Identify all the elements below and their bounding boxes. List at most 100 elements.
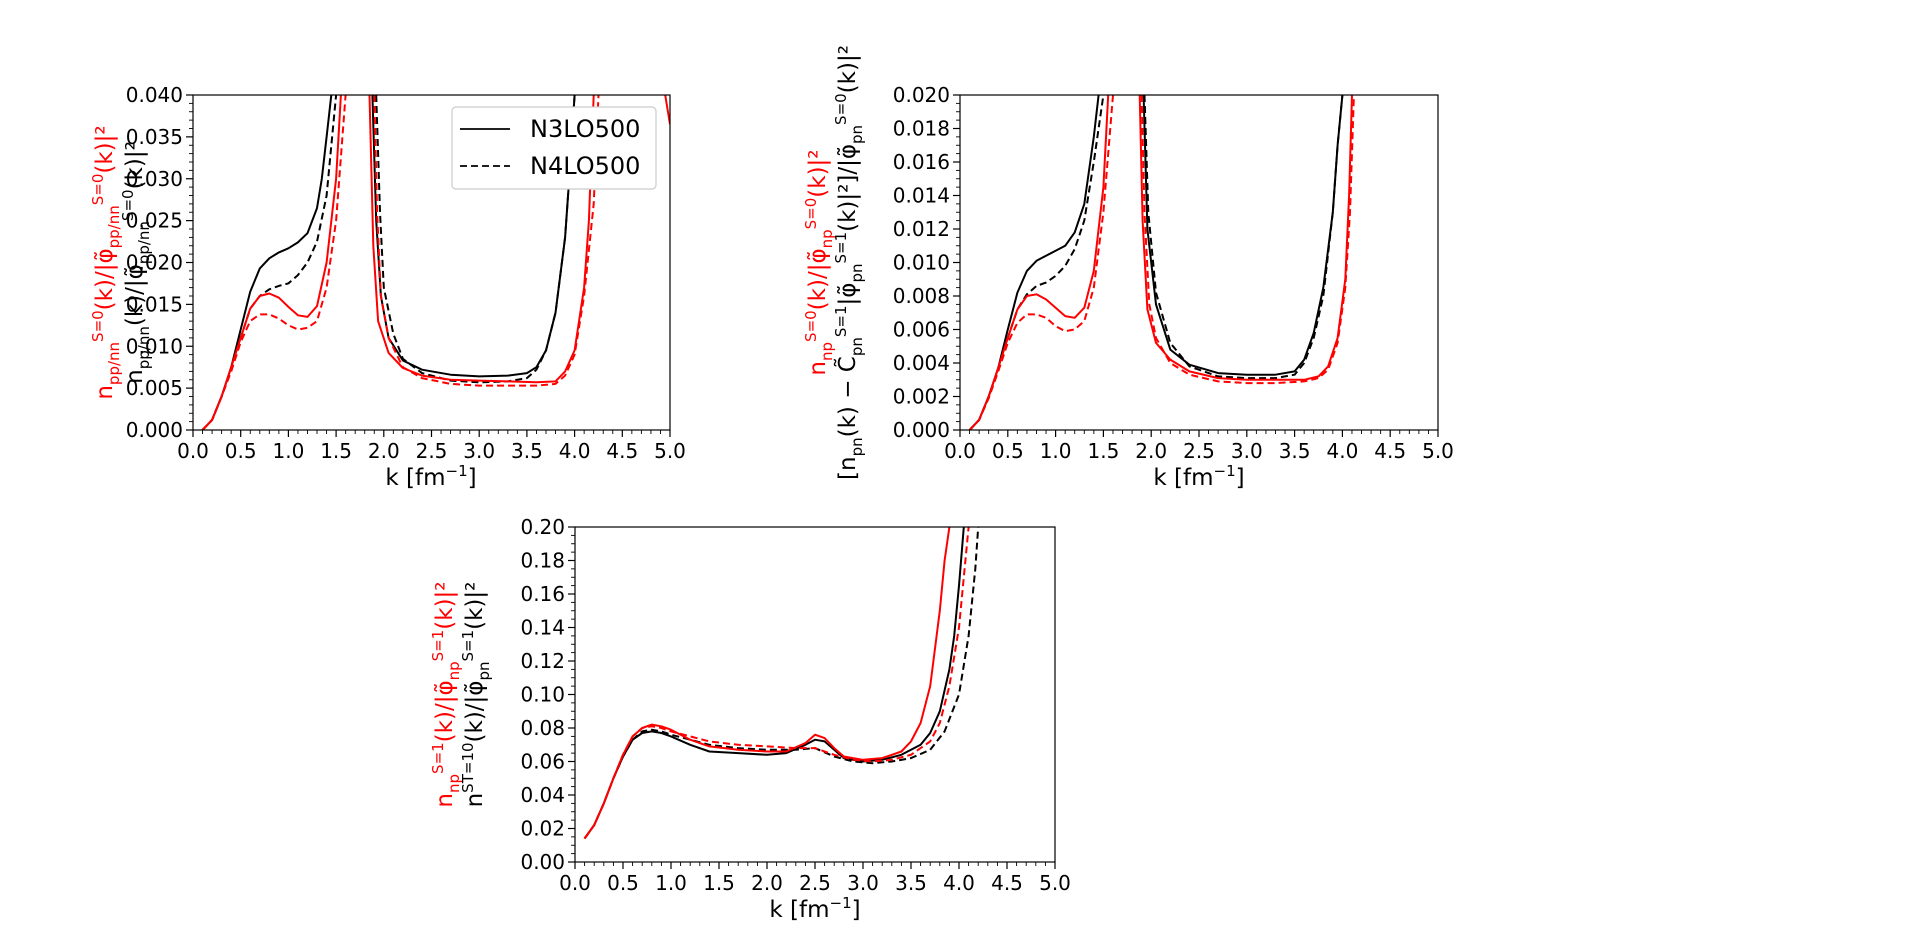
x-tick-label: 0.0 <box>559 871 591 895</box>
series-red-dashed-segment-0 <box>968 95 1114 430</box>
x-axis-label: k [fm−1] <box>385 462 476 491</box>
y-tick-label: 0.14 <box>520 616 565 640</box>
x-tick-label: 3.0 <box>847 871 879 895</box>
x-tick-label: 0.5 <box>225 439 257 463</box>
y-tick-label: 0.002 <box>893 385 950 409</box>
legend-label-n3lo500: N3LO500 <box>530 115 640 143</box>
y-axis-label-line-1: nnpS=1(k)/|φ̃npS=1(k)|² <box>429 581 463 807</box>
series-red-solid-segment-1 <box>1138 95 1353 381</box>
y-tick-label: 0.12 <box>520 649 565 673</box>
y-tick-label: 0.018 <box>893 117 950 141</box>
x-tick-label: 3.5 <box>511 439 543 463</box>
y-tick-label: 0.030 <box>126 167 183 191</box>
y-tick-label: 0.006 <box>893 318 950 342</box>
y-tick-label: 0.02 <box>520 817 565 841</box>
y-tick-label: 0.020 <box>126 251 183 275</box>
x-tick-label: 1.5 <box>703 871 735 895</box>
axes-frame <box>574 526 1056 863</box>
y-tick-label: 0.035 <box>126 125 183 149</box>
series-red-solid-segment-0 <box>664 95 670 125</box>
x-tick-label: 2.5 <box>416 439 448 463</box>
series-black-dashed-segment-0 <box>968 95 1105 430</box>
y-axis-label-line-1: npp/nnS=0(k)/|φ̃pp/nnS=0(k)|² <box>89 125 123 399</box>
x-tick-label: 2.0 <box>751 871 783 895</box>
y-tick-label: 0.04 <box>520 783 565 807</box>
y-tick-label: 0.004 <box>893 351 950 375</box>
x-axis-label: k [fm−1] <box>769 894 860 923</box>
y-axis-label: npp/nnS=0(k)/|φ̃pp/nnS=0(k)|²npp/nn(k)/|… <box>89 125 153 399</box>
x-tick-label: 2.5 <box>799 871 831 895</box>
y-tick-label: 0.010 <box>893 251 950 275</box>
series-red-dashed-segment-1 <box>1140 95 1355 385</box>
series-black-solid-segment-0 <box>968 95 1100 430</box>
x-tick-label: 1.0 <box>272 439 304 463</box>
y-tick-label: 0.000 <box>893 418 950 442</box>
series-red-solid-segment-0 <box>201 95 342 430</box>
series-black-solid-segment-0 <box>583 527 965 840</box>
x-tick-label: 1.0 <box>1040 439 1072 463</box>
series-red-dashed-segment-0 <box>583 527 970 840</box>
y-tick-label: 0.015 <box>126 292 183 316</box>
y-tick-label: 0.000 <box>126 418 183 442</box>
y-tick-label: 0.014 <box>893 184 950 208</box>
y-tick-label: 0.08 <box>520 716 565 740</box>
y-tick-label: 0.16 <box>520 582 565 606</box>
x-tick-label: 5.0 <box>654 439 686 463</box>
y-tick-label: 0.00 <box>520 850 565 874</box>
x-tick-label: 3.0 <box>463 439 495 463</box>
y-tick-label: 0.025 <box>126 209 183 233</box>
x-tick-label: 3.0 <box>1231 439 1263 463</box>
series-black-solid-segment-0 <box>201 95 333 430</box>
panel-pn-s0: 0.0 0.5 1.0 1.5 2.0 2.5 3.0 3.5 4.0 4.5 5.0 0.000 0.… <box>802 45 1454 491</box>
series-black-solid-segment-1 <box>1142 95 1344 376</box>
x-tick-label: 0.5 <box>607 871 639 895</box>
panel-np-s1: 0.0 0.5 1.0 1.5 2.0 2.5 3.0 3.5 4.0 4.5 5.0 0.00 0.0… <box>429 515 1071 923</box>
y-tick-label: 0.10 <box>520 683 565 707</box>
x-tick-label: 1.0 <box>655 871 687 895</box>
y-tick-label: 0.040 <box>126 83 183 107</box>
x-tick-label: 4.0 <box>559 439 591 463</box>
series-red-solid-segment-1 <box>368 95 595 384</box>
x-tick-label: 3.5 <box>1279 439 1311 463</box>
x-tick-label: 4.5 <box>606 439 638 463</box>
x-tick-label: 0.0 <box>944 439 976 463</box>
legend: N3LO500 N4LO500 <box>451 106 657 190</box>
y-axis-label-line-1: nnpS=0(k)/|φ̃npS=0(k)|² <box>802 149 836 375</box>
series-red-solid-segment-0 <box>583 527 951 840</box>
x-tick-label: 2.5 <box>1183 439 1215 463</box>
y-tick-label: 0.20 <box>520 515 565 539</box>
legend-box <box>451 106 657 190</box>
y-tick-label: 0.020 <box>893 83 950 107</box>
y-tick-label: 0.18 <box>520 549 565 573</box>
x-tick-label: 4.5 <box>991 871 1023 895</box>
series-red-dashed-segment-1 <box>373 95 600 387</box>
x-tick-label: 4.0 <box>1326 439 1358 463</box>
legend-label-n4lo500: N4LO500 <box>530 152 640 180</box>
x-tick-label: 1.5 <box>320 439 352 463</box>
x-tick-label: 0.0 <box>177 439 209 463</box>
series-red-solid-segment-0 <box>968 95 1110 430</box>
x-axis-label: k [fm−1] <box>1153 462 1244 491</box>
panel-pp-nn: 0.0 0.5 1.0 1.5 2.0 2.5 3.0 3.5 4.0 4.5 5.0 0.000 0.… <box>89 83 686 491</box>
x-tick-label: 5.0 <box>1039 871 1071 895</box>
y-axis-label: nnpS=1(k)/|φ̃npS=1(k)|²nST=10(k)/|φ̃pnS=… <box>429 581 493 807</box>
series-black-dashed-segment-0 <box>201 95 338 430</box>
y-axis-label-line-2: nST=10(k)/|φ̃pnS=1(k)|² <box>459 582 493 808</box>
x-tick-label: 0.5 <box>992 439 1024 463</box>
x-tick-label: 3.5 <box>895 871 927 895</box>
y-tick-label: 0.012 <box>893 217 950 241</box>
y-tick-label: 0.010 <box>126 334 183 358</box>
x-tick-label: 1.5 <box>1087 439 1119 463</box>
series-red-dashed-segment-0 <box>201 95 347 430</box>
x-tick-label: 2.0 <box>368 439 400 463</box>
axes-frame <box>959 94 1439 431</box>
y-tick-label: 0.06 <box>520 750 565 774</box>
x-tick-label: 4.0 <box>943 871 975 895</box>
series-black-dashed-segment-1 <box>1143 95 1344 380</box>
y-tick-label: 0.008 <box>893 284 950 308</box>
y-tick-label: 0.005 <box>126 376 183 400</box>
series-black-dashed-segment-0 <box>583 527 980 840</box>
y-axis-label-line-2: [npn(k) − C̃pnS=1|φ̃pnS=1(k)|²]/|φ̃pnS=0… <box>832 45 866 480</box>
x-tick-label: 2.0 <box>1135 439 1167 463</box>
